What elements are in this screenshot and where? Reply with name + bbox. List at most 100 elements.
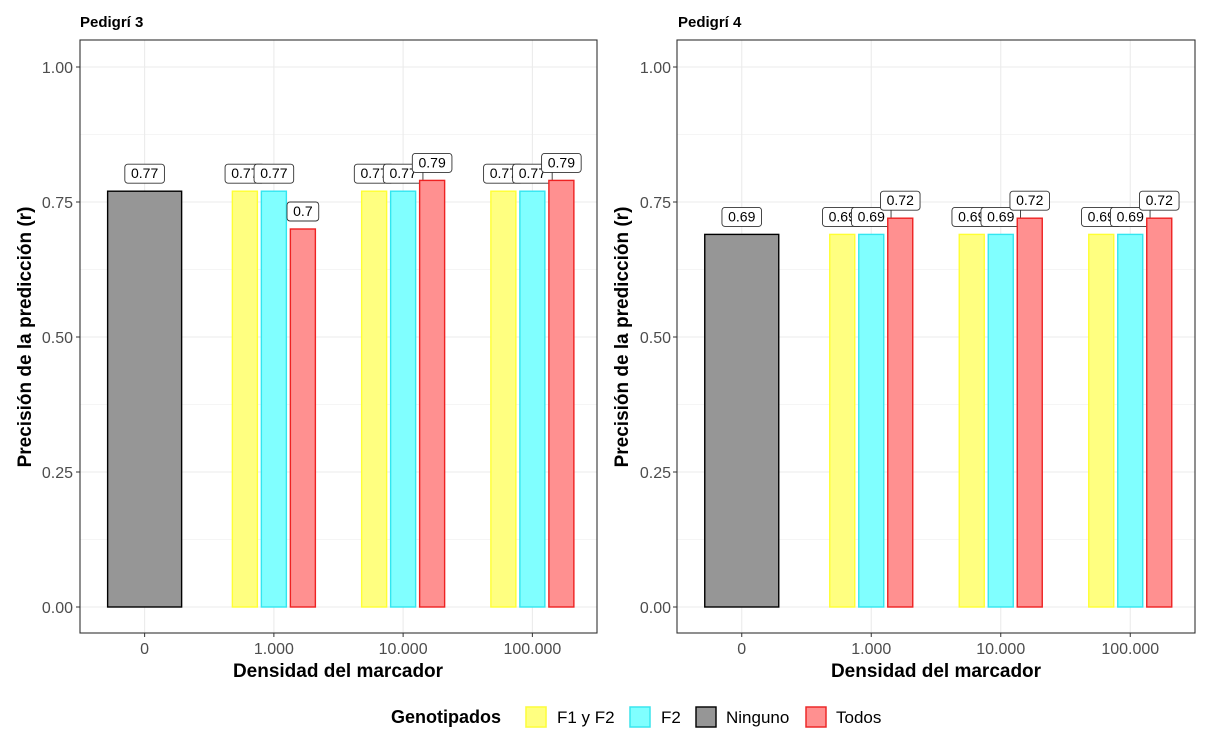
panel-title: Pedigrí 4: [678, 14, 742, 31]
data-label-text: 0.69: [728, 208, 755, 224]
data-label: 0.77: [253, 163, 295, 184]
x-tick-label: 100.000: [1101, 641, 1159, 658]
x-tick-label: 0: [737, 641, 746, 658]
data-label-text: 0.79: [548, 154, 575, 170]
data-label: 0.69: [721, 206, 763, 227]
data-label-text: 0.72: [1016, 192, 1043, 208]
y-axis-title: Precisión de la predicción (r): [15, 207, 36, 468]
data-label-box: [1009, 190, 1051, 211]
data-label-text: 0.72: [887, 192, 914, 208]
y-tick-label: 1.00: [42, 60, 73, 77]
bar-f1-y-f2-1-000: [829, 233, 856, 608]
data-label-box: [721, 206, 763, 227]
data-label-box: [253, 163, 295, 184]
legend-swatch-ninguno: [695, 706, 717, 728]
bar-f1-y-f2-10-000: [958, 233, 985, 608]
data-label-box: [411, 152, 453, 173]
x-tick-label: 1.000: [254, 641, 294, 658]
y-tick-label: 0.50: [640, 330, 671, 347]
data-label: 0.79: [411, 152, 453, 173]
y-tick-label: 0.75: [42, 195, 73, 212]
legend-label-f1-y-f2: F1 y F2: [557, 708, 615, 727]
legend-label-todos: Todos: [836, 708, 881, 727]
data-label-box: [980, 206, 1022, 227]
data-label-text: 0.77: [361, 165, 388, 181]
legend-swatch-f2: [629, 706, 651, 728]
bar-f2-10-000: [389, 190, 417, 608]
y-tick-label: 0.25: [640, 465, 671, 482]
bar-f2-1-000: [858, 233, 885, 608]
bar-todos-10-000: [418, 179, 446, 608]
data-label-text: 0.69: [987, 208, 1014, 224]
legend: Genotipados F1 y F2 F2 Ninguno Todos: [391, 706, 881, 728]
x-tick-label: 10.000: [379, 641, 428, 658]
data-label-text: 0.77: [260, 165, 287, 181]
data-label-box: [124, 163, 165, 184]
y-tick-label: 0.00: [42, 600, 73, 617]
data-label: 0.79: [541, 152, 582, 173]
data-label: 0.69: [851, 206, 892, 227]
x-tick-label: 1.000: [851, 641, 891, 658]
x-tick-label: 100.000: [503, 641, 561, 658]
legend-title: Genotipados: [391, 707, 501, 727]
bar-f1-y-f2-10-000: [360, 190, 388, 608]
data-label-text: 0.79: [419, 154, 446, 170]
data-label-text: 0.69: [1117, 208, 1144, 224]
data-label-box: [851, 206, 892, 227]
data-label-text: 0.69: [958, 208, 985, 224]
bar-todos-10-000: [1016, 217, 1043, 608]
y-tick-label: 1.00: [640, 60, 671, 77]
x-tick-label: 10.000: [976, 641, 1025, 658]
data-label: 0.69: [980, 206, 1022, 227]
y-tick-label: 0.25: [42, 465, 73, 482]
x-axis-title: Densidad del marcador: [233, 661, 444, 682]
bar-f1-y-f2-100-000: [1088, 233, 1115, 608]
panel-border: [676, 39, 1196, 634]
data-label: 0.69: [1109, 206, 1151, 227]
y-tick-label: 0.75: [640, 195, 671, 212]
y-tick-label: 0.00: [640, 600, 671, 617]
bar-todos-1-000: [887, 217, 914, 608]
bar-todos-1-000: [289, 228, 317, 608]
data-label-text: 0.69: [1088, 208, 1115, 224]
bar-f2-100-000: [519, 190, 546, 608]
data-label: 0.72: [1138, 190, 1180, 211]
legend-label-ninguno: Ninguno: [726, 708, 789, 727]
data-label-box: [1138, 190, 1180, 211]
bar-f1-y-f2-1-000: [231, 190, 259, 608]
bar-ninguno-0: [704, 233, 780, 608]
data-label: 0.72: [880, 190, 921, 211]
data-label-box: [541, 152, 582, 173]
panel-title: Pedigrí 3: [80, 14, 143, 31]
data-label-text: 0.7: [293, 203, 313, 219]
bar-f2-10-000: [987, 233, 1014, 608]
data-label-text: 0.69: [858, 208, 885, 224]
data-label-text: 0.77: [131, 165, 158, 181]
legend-swatch-todos: [805, 706, 827, 728]
y-axis-title: Precisión de la predicción (r): [612, 207, 633, 468]
data-label: 0.7: [286, 201, 320, 222]
bar-todos-100-000: [1146, 217, 1173, 608]
data-label-text: 0.77: [519, 165, 546, 181]
data-label-box: [880, 190, 921, 211]
bar-f2-100-000: [1117, 233, 1144, 608]
data-label: 0.77: [124, 163, 165, 184]
data-label-text: 0.69: [829, 208, 856, 224]
data-label-text: 0.77: [490, 165, 517, 181]
data-label: 0.72: [1009, 190, 1051, 211]
bar-f2-1-000: [260, 190, 288, 608]
legend-label-f2: F2: [661, 708, 681, 727]
data-label-text: 0.77: [390, 165, 417, 181]
legend-swatch-f1-y-f2: [525, 706, 547, 728]
data-label-box: [286, 201, 320, 222]
bar-ninguno-0: [106, 190, 183, 608]
y-tick-label: 0.50: [42, 330, 73, 347]
data-label-text: 0.72: [1146, 192, 1173, 208]
x-tick-label: 0: [140, 641, 149, 658]
bar-f1-y-f2-100-000: [490, 190, 517, 608]
